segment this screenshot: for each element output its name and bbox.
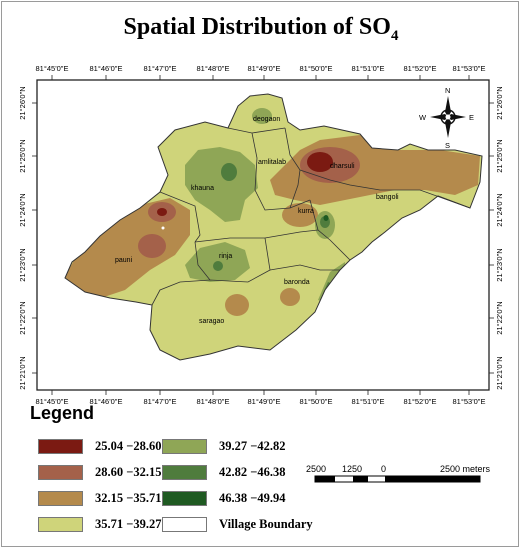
lon-tick-top: 81°49'0"E [248,64,281,73]
legend-label: 28.60 −32.15 [95,464,162,479]
legend-swatch [162,490,207,506]
village-label-pauni: pauni [115,257,133,264]
map-title: Spatial Distribution of SO4 [123,14,399,44]
lat-tick-left: 21°26'0"N [18,86,27,119]
lon-tick-bottom: 81°48'0"E [197,397,230,406]
lat-tick-left: 21°21'0"N [18,356,27,389]
legend-label: 39.27 −42.82 [219,438,286,453]
legend-item: 46.38 −49.94 [162,489,286,507]
village-label-kurra: kurra [298,208,314,215]
lon-tick-bottom: 81°53'0"E [453,397,486,406]
lon-tick-bottom: 81°46'0"E [90,397,123,406]
legend-swatch [38,438,83,454]
legend-item: 28.60 −32.15 [38,463,162,481]
village-label-saragao: saragao [199,318,224,325]
lon-tick-top: 81°52'0"E [404,64,437,73]
lon-tick-bottom: 81°47'0"E [144,397,177,406]
legend-swatch [162,516,207,532]
scale-label-2500: 2500 [306,464,326,474]
legend-title: Legend [30,403,95,423]
lon-tick-top: 81°47'0"E [144,64,177,73]
legend-label: 46.38 −49.94 [219,490,286,505]
village-label-khauna: khauna [191,185,214,192]
legend-item: 42.82 −46.38 [162,463,286,481]
lat-tick-right: 21°25'0"N [495,139,504,172]
legend-swatch [162,438,207,454]
lon-tick-top: 81°45'0"E [36,64,69,73]
lat-tick-left: 21°25'0"N [18,139,27,172]
compass-e: E [469,113,474,122]
lon-tick-bottom: 81°51'0"E [352,397,385,406]
lon-tick-top: 81°46'0"E [90,64,123,73]
lat-tick-right: 21°23'0"N [495,248,504,281]
lat-tick-right: 21°26'0"N [495,86,504,119]
lon-tick-top: 81°53'0"E [453,64,486,73]
legend-swatch [38,490,83,506]
legend-item: 25.04 −28.60 [38,437,162,455]
lat-tick-left: 21°22'0"N [18,301,27,334]
lon-tick-bottom: 81°45'0"E [36,397,69,406]
north-arrow-icon: N S E W [419,86,474,150]
legend-item: 32.15 −35.71 [38,489,162,507]
study-area-boundary [64,93,483,361]
village-label-amlitalab: amlitalab [258,159,286,166]
village-boundaries [151,127,471,306]
lon-tick-bottom: 81°52'0"E [404,397,437,406]
village-label-rinja: rinja [219,253,232,260]
lat-tick-left: 21°23'0"N [18,248,27,281]
legend-swatch [162,464,207,480]
compass-w: W [419,113,427,122]
village-label-deogaon: deogaon [253,116,280,123]
village-label-baronda: baronda [284,279,310,286]
legend-label: Village Boundary [219,516,313,531]
legend-swatch [38,464,83,480]
village-label-bangoli: bangoli [376,194,399,201]
legend-label: 35.71 −39.27 [95,516,162,531]
lon-tick-bottom: 81°50'0"E [300,397,333,406]
lon-tick-bottom: 81°49'0"E [248,397,281,406]
compass-s: S [445,141,450,150]
lat-tick-right: 21°22'0"N [495,301,504,334]
village-label-dharsuli: dharsuli [330,163,355,170]
lon-tick-top: 81°48'0"E [197,64,230,73]
lat-tick-right: 21°24'0"N [495,193,504,226]
legend-swatch [38,516,83,532]
legend-item: 35.71 −39.27 [38,515,162,533]
legend-label: 42.82 −46.38 [219,464,286,479]
lat-tick-right: 21°21'0"N [495,356,504,389]
graticule-ticks [32,75,494,395]
legend-label: 25.04 −28.60 [95,438,162,453]
legend-item: 39.27 −42.82 [162,437,286,455]
lat-tick-left: 21°24'0"N [18,193,27,226]
legend-item: Village Boundary [162,515,313,533]
scale-label-1250: 1250 [342,464,362,474]
lon-tick-top: 81°51'0"E [352,64,385,73]
compass-n: N [445,86,450,95]
scale-label-2500-meters: 2500 meters [440,464,491,474]
scale-bar: 2500 1250 0 2500 meters [306,464,491,483]
scale-label-0: 0 [381,464,386,474]
lon-tick-top: 81°50'0"E [300,64,333,73]
legend-label: 32.15 −35.71 [95,490,162,505]
